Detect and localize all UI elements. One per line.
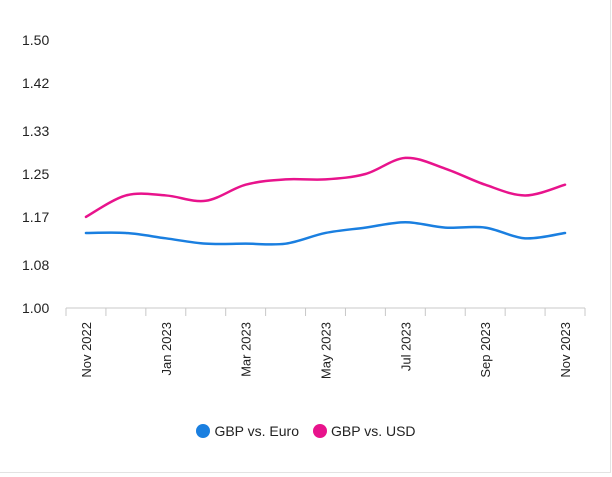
series-line-gbp-vs-usd [84, 156, 567, 219]
legend-marker-gbp-usd [313, 424, 327, 438]
x-tick-label: Jan 2023 [159, 322, 174, 376]
legend: GBP vs. Euro GBP vs. USD [0, 423, 612, 439]
line-chart: Nov 2022 Jan 2023 Mar 2023 May 2023 Jul 2023… [22, 32, 586, 379]
legend-label-gbp-usd: GBP vs. USD [331, 423, 416, 439]
legend-label-gbp-euro: GBP vs. Euro [214, 423, 299, 439]
x-tick-label: Jul 2023 [398, 322, 413, 371]
legend-item-gbp-usd[interactable]: GBP vs. USD [313, 423, 416, 439]
y-tick-label: 1.50 [22, 32, 49, 48]
y-tick-label: 1.00 [22, 300, 49, 316]
legend-marker-gbp-euro [196, 424, 211, 438]
x-tick-label: Sep 2023 [478, 322, 493, 378]
y-tick-label: 1.42 [22, 75, 49, 91]
y-axis-ticks: 1.00 1.08 1.17 1.25 1.33 1.42 1.50 [22, 32, 49, 316]
y-tick-label: 1.08 [22, 257, 49, 273]
x-tick-label: Nov 2023 [558, 322, 573, 378]
y-tick-label: 1.17 [22, 209, 49, 225]
y-tick-label: 1.25 [22, 166, 49, 182]
x-axis: Nov 2022 Jan 2023 Mar 2023 May 2023 Jul 2023… [65, 307, 586, 379]
y-tick-label: 1.33 [22, 123, 49, 139]
legend-item-gbp-euro[interactable]: GBP vs. Euro [196, 423, 299, 439]
series-layer [84, 156, 567, 246]
x-tick-label: May 2023 [319, 322, 334, 379]
series-line-gbp-vs-euro [84, 220, 567, 246]
x-tick-label: Nov 2022 [79, 322, 94, 378]
x-tick-label: Mar 2023 [239, 322, 254, 377]
